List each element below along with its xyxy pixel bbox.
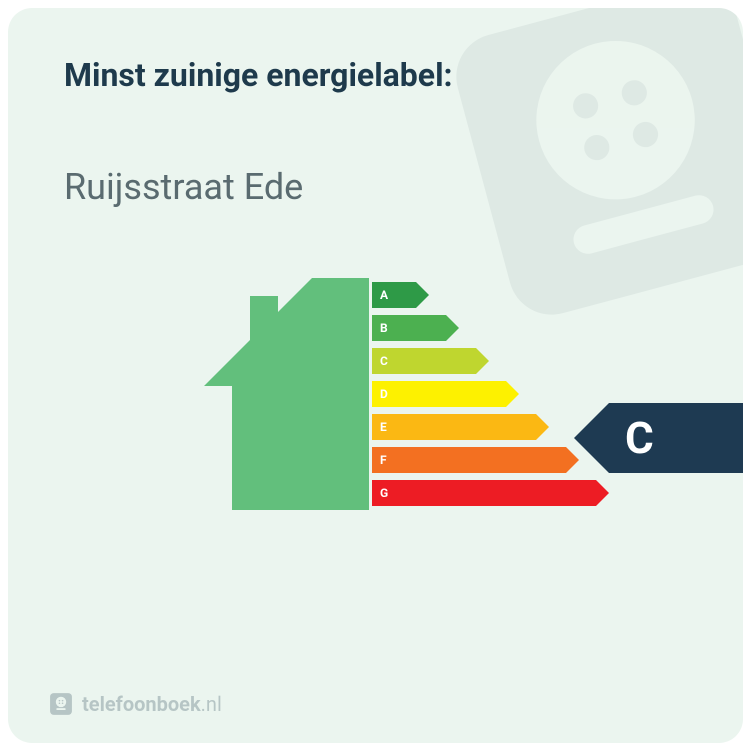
energy-bars: A B C D E: [372, 278, 596, 509]
bar-e: E: [372, 414, 536, 440]
bar-row-d: D: [372, 377, 596, 410]
footer-brand-name: telefoonboek: [82, 692, 201, 716]
bar-label-g: G: [380, 486, 388, 500]
bar-g: G: [372, 480, 596, 506]
bar-row-b: B: [372, 311, 596, 344]
bar-a: A: [372, 282, 416, 308]
footer-brand: telefoonboek.nl: [48, 691, 222, 717]
energy-label-card: Minst zuinige energielabel: Ruijsstraat …: [8, 8, 743, 743]
result-tag: C: [574, 403, 743, 473]
bar-row-g: G: [372, 476, 596, 509]
result-arrow-icon: [574, 403, 609, 473]
bar-label-f: F: [380, 453, 387, 467]
bar-label-a: A: [380, 288, 388, 302]
house-icon: [204, 278, 369, 510]
result-body: C: [609, 403, 743, 473]
bar-label-e: E: [380, 420, 387, 434]
bar-row-a: A: [372, 278, 596, 311]
house-shape: [204, 278, 369, 510]
bar-row-e: E: [372, 410, 596, 443]
bar-row-c: C: [372, 344, 596, 377]
bar-label-d: D: [380, 387, 388, 401]
footer-text: telefoonboek.nl: [82, 692, 222, 716]
phone-book-icon: [48, 691, 74, 717]
bar-b: B: [372, 315, 446, 341]
footer-brand-tld: .nl: [201, 692, 222, 716]
bar-row-f: F: [372, 443, 596, 476]
result-letter: C: [625, 412, 654, 464]
bar-f: F: [372, 447, 566, 473]
bar-label-c: C: [380, 354, 388, 368]
bar-d: D: [372, 381, 506, 407]
bar-label-b: B: [380, 321, 388, 335]
bar-c: C: [372, 348, 476, 374]
energy-chart: A B C D E: [204, 268, 687, 528]
